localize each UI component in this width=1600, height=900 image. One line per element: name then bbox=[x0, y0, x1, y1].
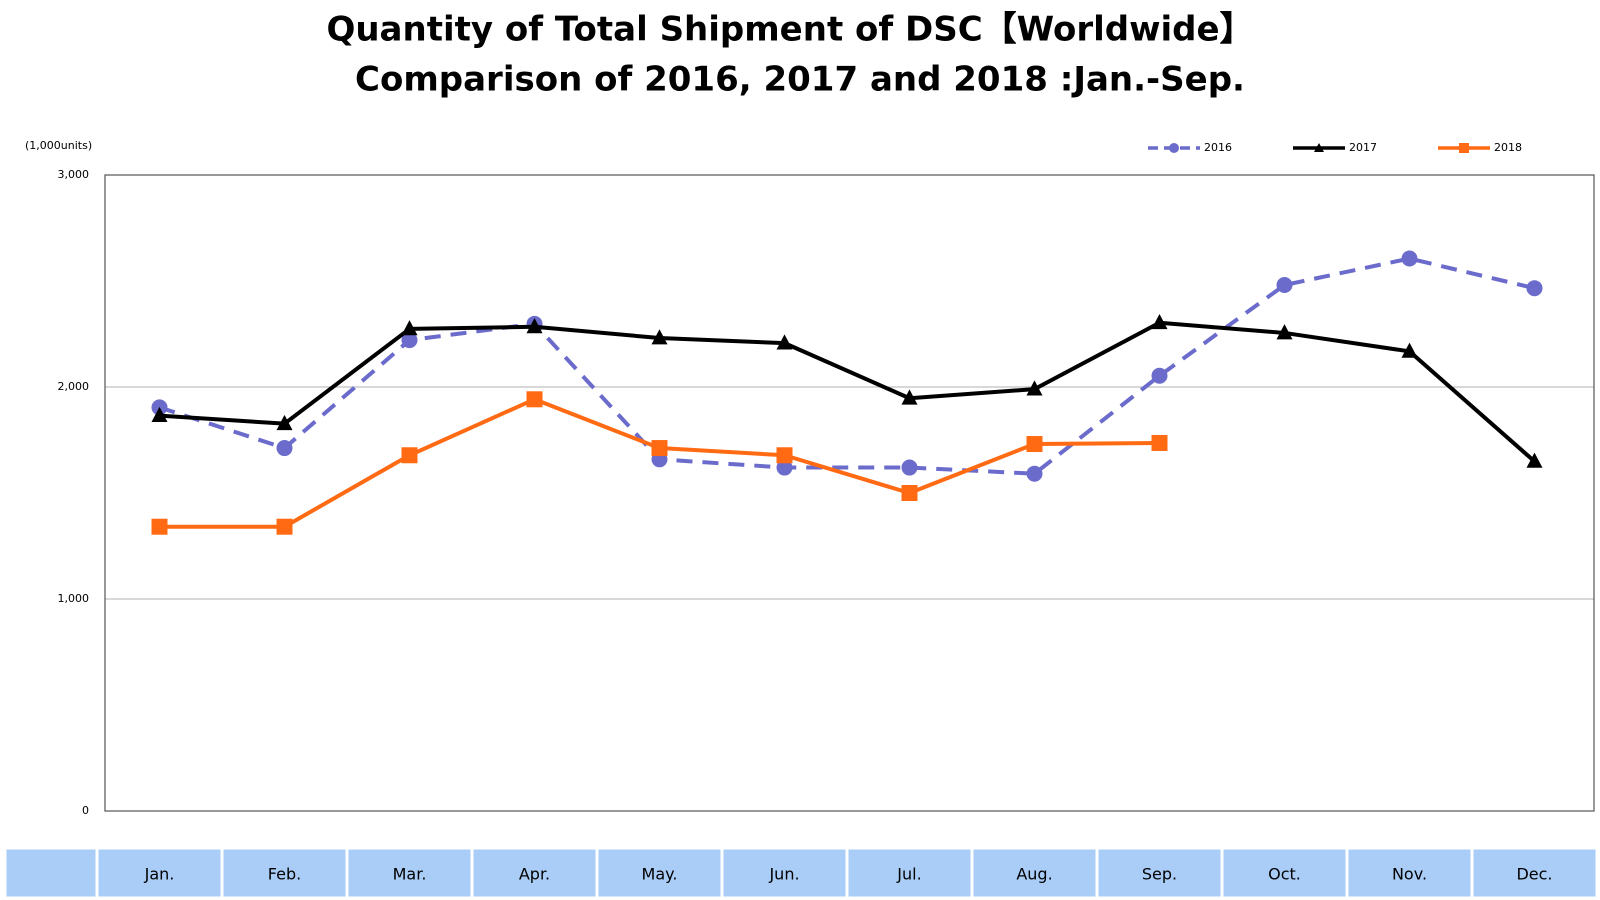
marker bbox=[276, 414, 293, 431]
chart-subtitle: Comparison of 2016, 2017 and 2018 :Jan.-… bbox=[355, 60, 1245, 100]
legend-label: 2017 bbox=[1349, 141, 1377, 154]
x-tick-label: May. bbox=[642, 865, 678, 884]
y-axis-label: (1,000units) bbox=[25, 139, 92, 152]
category-cell bbox=[220, 846, 349, 900]
series-line bbox=[159, 320, 1536, 463]
marker bbox=[1401, 250, 1418, 267]
marker bbox=[1026, 436, 1043, 453]
marker bbox=[526, 391, 543, 408]
marker bbox=[776, 447, 793, 464]
marker bbox=[776, 334, 793, 350]
marker bbox=[1401, 342, 1418, 358]
x-tick-label: Aug. bbox=[1016, 865, 1052, 884]
x-tick-label: Jun. bbox=[768, 865, 799, 884]
category-cell bbox=[95, 846, 224, 900]
series-line bbox=[158, 256, 1535, 476]
x-tick-label: Nov. bbox=[1392, 865, 1427, 884]
x-tick-label: Sep. bbox=[1142, 865, 1177, 884]
y-tick-label: 3,000 bbox=[58, 168, 90, 181]
x-tick-label: Oct. bbox=[1268, 865, 1301, 884]
x-tick-label: Feb. bbox=[268, 865, 301, 884]
marker bbox=[1526, 280, 1543, 297]
marker bbox=[1526, 452, 1543, 468]
marker bbox=[151, 518, 168, 535]
marker bbox=[1276, 324, 1293, 340]
chart-title: Quantity of Total Shipment of DSC【Worldw… bbox=[326, 10, 1253, 50]
category-cell bbox=[1220, 846, 1349, 900]
category-cell bbox=[1345, 846, 1474, 900]
y-tick-label: 1,000 bbox=[58, 592, 90, 605]
marker bbox=[276, 518, 293, 535]
marker bbox=[401, 320, 418, 336]
marker bbox=[901, 389, 918, 405]
y-tick-label: 0 bbox=[82, 804, 89, 817]
y-tick-label: 2,000 bbox=[58, 380, 90, 393]
legend-marker bbox=[1459, 143, 1469, 153]
marker bbox=[1151, 313, 1168, 330]
marker bbox=[1026, 465, 1043, 482]
marker bbox=[901, 459, 918, 476]
marker bbox=[526, 317, 543, 334]
legend-label: 2016 bbox=[1204, 141, 1232, 154]
marker bbox=[1151, 367, 1168, 384]
marker bbox=[651, 329, 668, 345]
x-tick-label: Apr. bbox=[519, 865, 550, 884]
legend-marker bbox=[1169, 143, 1179, 153]
legend-marker bbox=[1314, 143, 1324, 152]
marker bbox=[901, 485, 918, 501]
plot-frame bbox=[104, 174, 1595, 812]
marker bbox=[151, 406, 168, 423]
marker bbox=[401, 447, 418, 464]
marker bbox=[1026, 380, 1043, 396]
marker bbox=[1151, 434, 1168, 451]
x-tick-label: Dec. bbox=[1516, 865, 1552, 884]
marker bbox=[401, 332, 418, 349]
marker bbox=[276, 440, 293, 457]
category-cell bbox=[720, 846, 849, 900]
marker bbox=[651, 440, 668, 457]
marker bbox=[776, 459, 793, 476]
category-cell bbox=[470, 846, 599, 900]
legend-label: 2018 bbox=[1494, 141, 1522, 154]
x-tick-label: Jul. bbox=[896, 865, 921, 884]
category-cell bbox=[1470, 846, 1599, 900]
x-tick-label: Jan. bbox=[144, 865, 175, 884]
category-cell bbox=[345, 846, 474, 900]
marker bbox=[1276, 277, 1293, 294]
category-cell bbox=[3, 846, 99, 900]
x-tick-label: Mar. bbox=[393, 865, 427, 884]
